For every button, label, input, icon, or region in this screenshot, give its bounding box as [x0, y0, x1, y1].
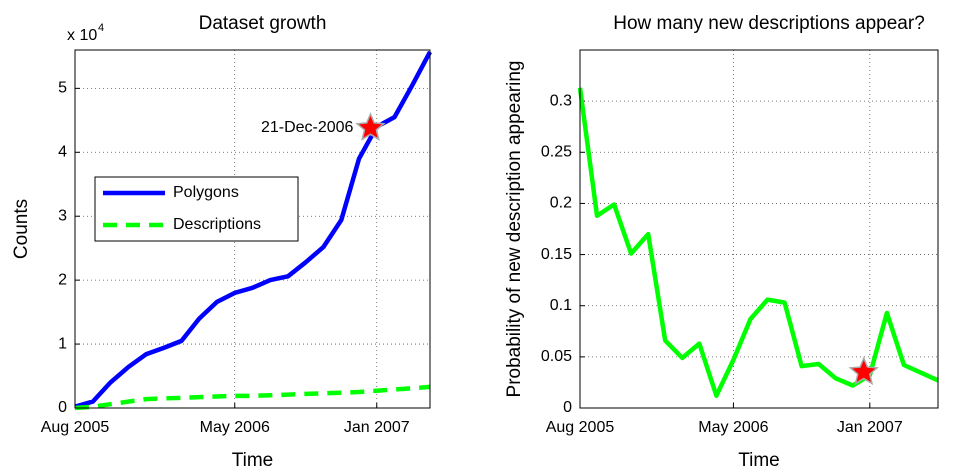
plot-frame	[74, 49, 431, 409]
x-axis-label: Time	[232, 450, 274, 471]
legend-label: Polygons	[173, 184, 239, 201]
plot-area	[580, 50, 938, 408]
y-tick-label: 3	[58, 207, 67, 224]
y-tick-label: 0.05	[541, 348, 572, 365]
y-tick-label: 0.25	[541, 144, 572, 161]
x-tick-label: Aug 2005	[546, 419, 615, 436]
y-tick-label: 0.3	[550, 92, 572, 109]
y-tick-label: 0.2	[550, 195, 572, 212]
y-tick-label: 0.15	[541, 246, 572, 263]
y-tick-label: 0.1	[550, 297, 572, 314]
y-axis-label: Probability of new description appearing	[504, 61, 525, 398]
x-tick-label: Jan 2007	[837, 419, 903, 436]
y-tick-label: 1	[58, 335, 67, 352]
legend-box	[94, 176, 299, 242]
y-multiplier: x 10	[67, 27, 97, 44]
x-tick-label: Jan 2007	[344, 419, 410, 436]
y-multiplier-exponent: 4	[98, 22, 104, 34]
y-tick-label: 2	[58, 271, 67, 288]
plot-frame	[579, 49, 939, 409]
annotation-label: 21-Dec-2006	[261, 119, 354, 136]
y-tick-label: 5	[58, 80, 67, 97]
chart-title: How many new descriptions appear?	[613, 13, 925, 34]
series-line	[74, 50, 432, 409]
y-tick-label: 4	[58, 144, 67, 161]
y-tick-label: 0	[563, 399, 572, 416]
star-marker	[355, 112, 386, 141]
x-tick-label: May 2006	[200, 419, 270, 436]
x-axis-label: Time	[738, 450, 780, 471]
x-tick-label: May 2006	[698, 419, 768, 436]
chart-title: Dataset growth	[199, 13, 327, 34]
y-tick-label: 0	[58, 399, 67, 416]
series-line	[74, 384, 431, 411]
y-axis-label: Counts	[11, 199, 32, 259]
x-tick-label: Aug 2005	[41, 419, 110, 436]
legend-label: Descriptions	[173, 216, 261, 233]
star-marker	[848, 356, 879, 386]
